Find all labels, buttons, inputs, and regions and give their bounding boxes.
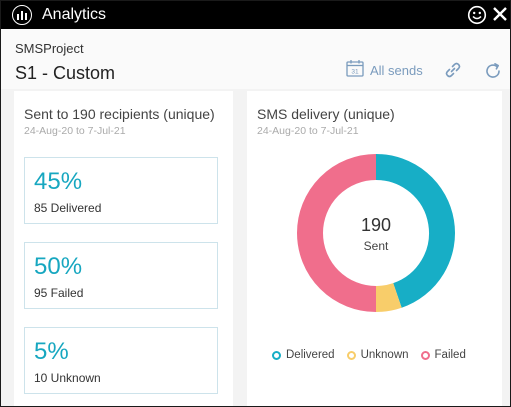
legend-item-unknown[interactable]: Unknown [346,349,409,361]
recipients-title: Sent to 190 recipients (unique) [24,106,215,122]
header: SMSProject S1 - Custom 31 All sends [1,29,510,89]
close-icon[interactable] [492,6,508,22]
failed-stat-card: 50% 95 Failed [24,242,218,309]
legend-marker-unknown [346,350,356,360]
delivered-count: 85 Delivered [34,201,102,215]
unknown-percent: 5% [34,338,69,365]
smiley-icon[interactable] [467,5,487,25]
unknown-count: 10 Unknown [34,371,101,385]
delivered-stat-card: 45% 85 Delivered [24,157,218,224]
chart-legend: Delivered Unknown Failed [272,349,466,361]
failed-count: 95 Failed [34,286,84,300]
legend-label-unknown: Unknown [360,349,409,361]
legend-label-failed: Failed [434,349,466,361]
svg-text:31: 31 [351,69,359,76]
sms-delivery-date-range: 24-Aug-20 to 7-Jul-21 [257,125,359,137]
window-title: Analytics [42,6,107,23]
delivery-donut-chart: 190 Sent [297,154,455,312]
donut-center-value: 190 [361,215,391,235]
delivered-percent: 45% [34,168,83,195]
legend-marker-delivered [272,350,281,360]
unknown-stat-card: 5% 10 Unknown [24,327,218,394]
donut-center-label: Sent [364,239,389,253]
sms-delivery-title: SMS delivery (unique) [257,106,395,122]
title-bar: Analytics [1,1,510,29]
donut-slice-delivered [375,154,455,308]
all-sends-filter[interactable]: All sends [370,63,423,78]
calendar-icon[interactable]: 31 [346,59,364,77]
link-icon[interactable] [443,61,463,79]
legend-item-delivered[interactable]: Delivered [272,349,335,361]
sms-delivery-panel: SMS delivery (unique) 24-Aug-20 to 7-Jul… [247,91,502,406]
bar-chart-icon [12,5,32,25]
donut-slice-unknown [375,282,402,312]
project-name: SMSProject [15,41,84,56]
page-title: S1 - Custom [15,63,116,83]
legend-label-delivered: Delivered [286,349,335,361]
recipients-date-range: 24-Aug-20 to 7-Jul-21 [24,125,126,137]
recipients-panel: Sent to 190 recipients (unique) 24-Aug-2… [14,91,233,406]
legend-marker-failed [420,350,430,360]
donut-slice-failed [297,154,377,312]
failed-percent: 50% [34,253,83,280]
legend-item-failed[interactable]: Failed [420,349,466,361]
refresh-icon[interactable] [483,61,503,81]
